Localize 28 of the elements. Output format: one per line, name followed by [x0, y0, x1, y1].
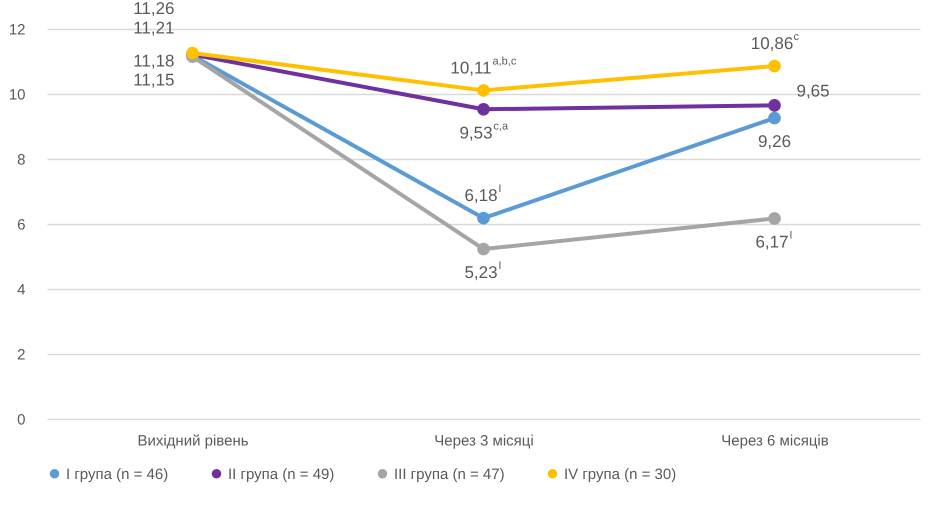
- point: [477, 242, 490, 256]
- data-label: 11,15: [133, 70, 174, 90]
- y-tick-label: 12: [8, 22, 26, 38]
- point: [768, 60, 781, 72]
- y-tick-label: 8: [17, 152, 26, 168]
- legend-label: IV група (n = 30): [564, 466, 676, 483]
- legend-label: II група (n = 49): [228, 466, 334, 483]
- point: [768, 212, 781, 225]
- data-label: 9,65: [796, 81, 830, 100]
- data-label: 11,21: [133, 18, 174, 38]
- x-tick-label: Через 3 місяці: [434, 432, 534, 450]
- point: [477, 212, 490, 224]
- data-label: 11,18: [133, 52, 174, 71]
- y-tick-label: 4: [17, 282, 26, 298]
- data-label: 11,26: [133, 0, 174, 18]
- x-tick-label: Вихідний рівень: [137, 432, 249, 450]
- legend-label: III група (n = 47): [394, 466, 505, 483]
- y-tick-label: 2: [17, 346, 26, 364]
- y-tick-label: 6: [17, 216, 26, 234]
- point: [768, 112, 781, 124]
- point: [477, 102, 490, 116]
- point: [768, 99, 781, 112]
- x-tick-label: Через 6 місяців: [721, 432, 829, 450]
- data-label: 9,26: [758, 132, 792, 152]
- legend-label: I група (n = 46): [66, 466, 168, 483]
- y-tick-label: 0: [17, 412, 26, 428]
- y-tick-label: 10: [8, 86, 26, 104]
- point: [477, 84, 490, 97]
